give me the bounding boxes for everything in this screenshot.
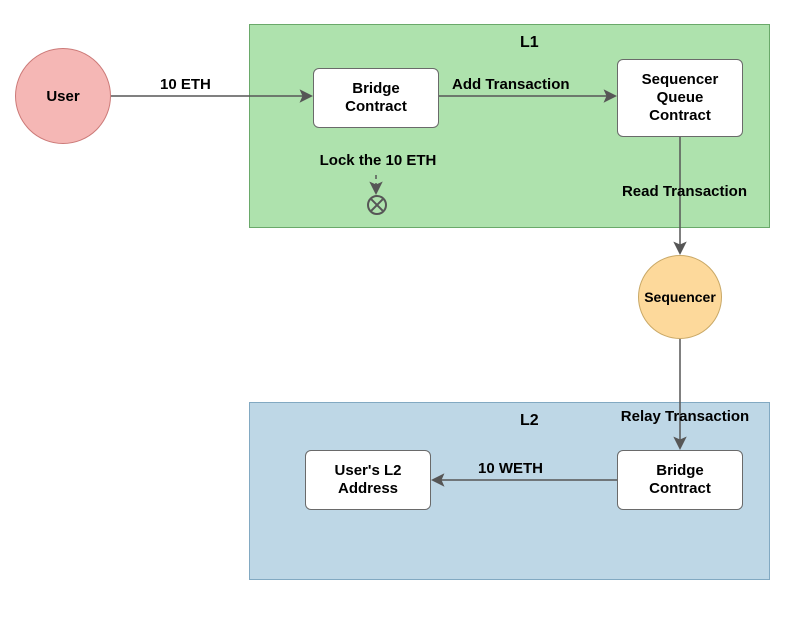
bridge-l1-label: Bridge Contract: [345, 80, 407, 116]
seq-queue-label: Sequencer Queue Contract: [642, 71, 719, 125]
user-label: User: [46, 88, 79, 105]
user-l2-node: User's L2 Address: [305, 450, 431, 510]
edge-user-bridge: 10 ETH: [160, 76, 211, 93]
user-l2-label: User's L2 Address: [335, 462, 402, 498]
edge-bridge-user-l2: 10 WETH: [478, 460, 543, 477]
l1-label: L1: [520, 34, 539, 52]
l2-label: L2: [520, 412, 539, 430]
sequencer-label: Sequencer: [644, 289, 716, 305]
edge-bridge-queue: Add Transaction: [452, 76, 570, 93]
lock-icon: [367, 195, 387, 215]
bridge-l1-node: Bridge Contract: [313, 68, 439, 128]
bridge-l2-label: Bridge Contract: [649, 462, 711, 498]
edge-queue-seq: Read Transaction: [612, 183, 757, 200]
edge-lock: Lock the 10 ETH: [298, 152, 458, 169]
bridge-l2-node: Bridge Contract: [617, 450, 743, 510]
edge-seq-bridge: Relay Transaction: [610, 408, 760, 425]
user-node: User: [15, 48, 111, 144]
sequencer-queue-node: Sequencer Queue Contract: [617, 59, 743, 137]
sequencer-node: Sequencer: [638, 255, 722, 339]
